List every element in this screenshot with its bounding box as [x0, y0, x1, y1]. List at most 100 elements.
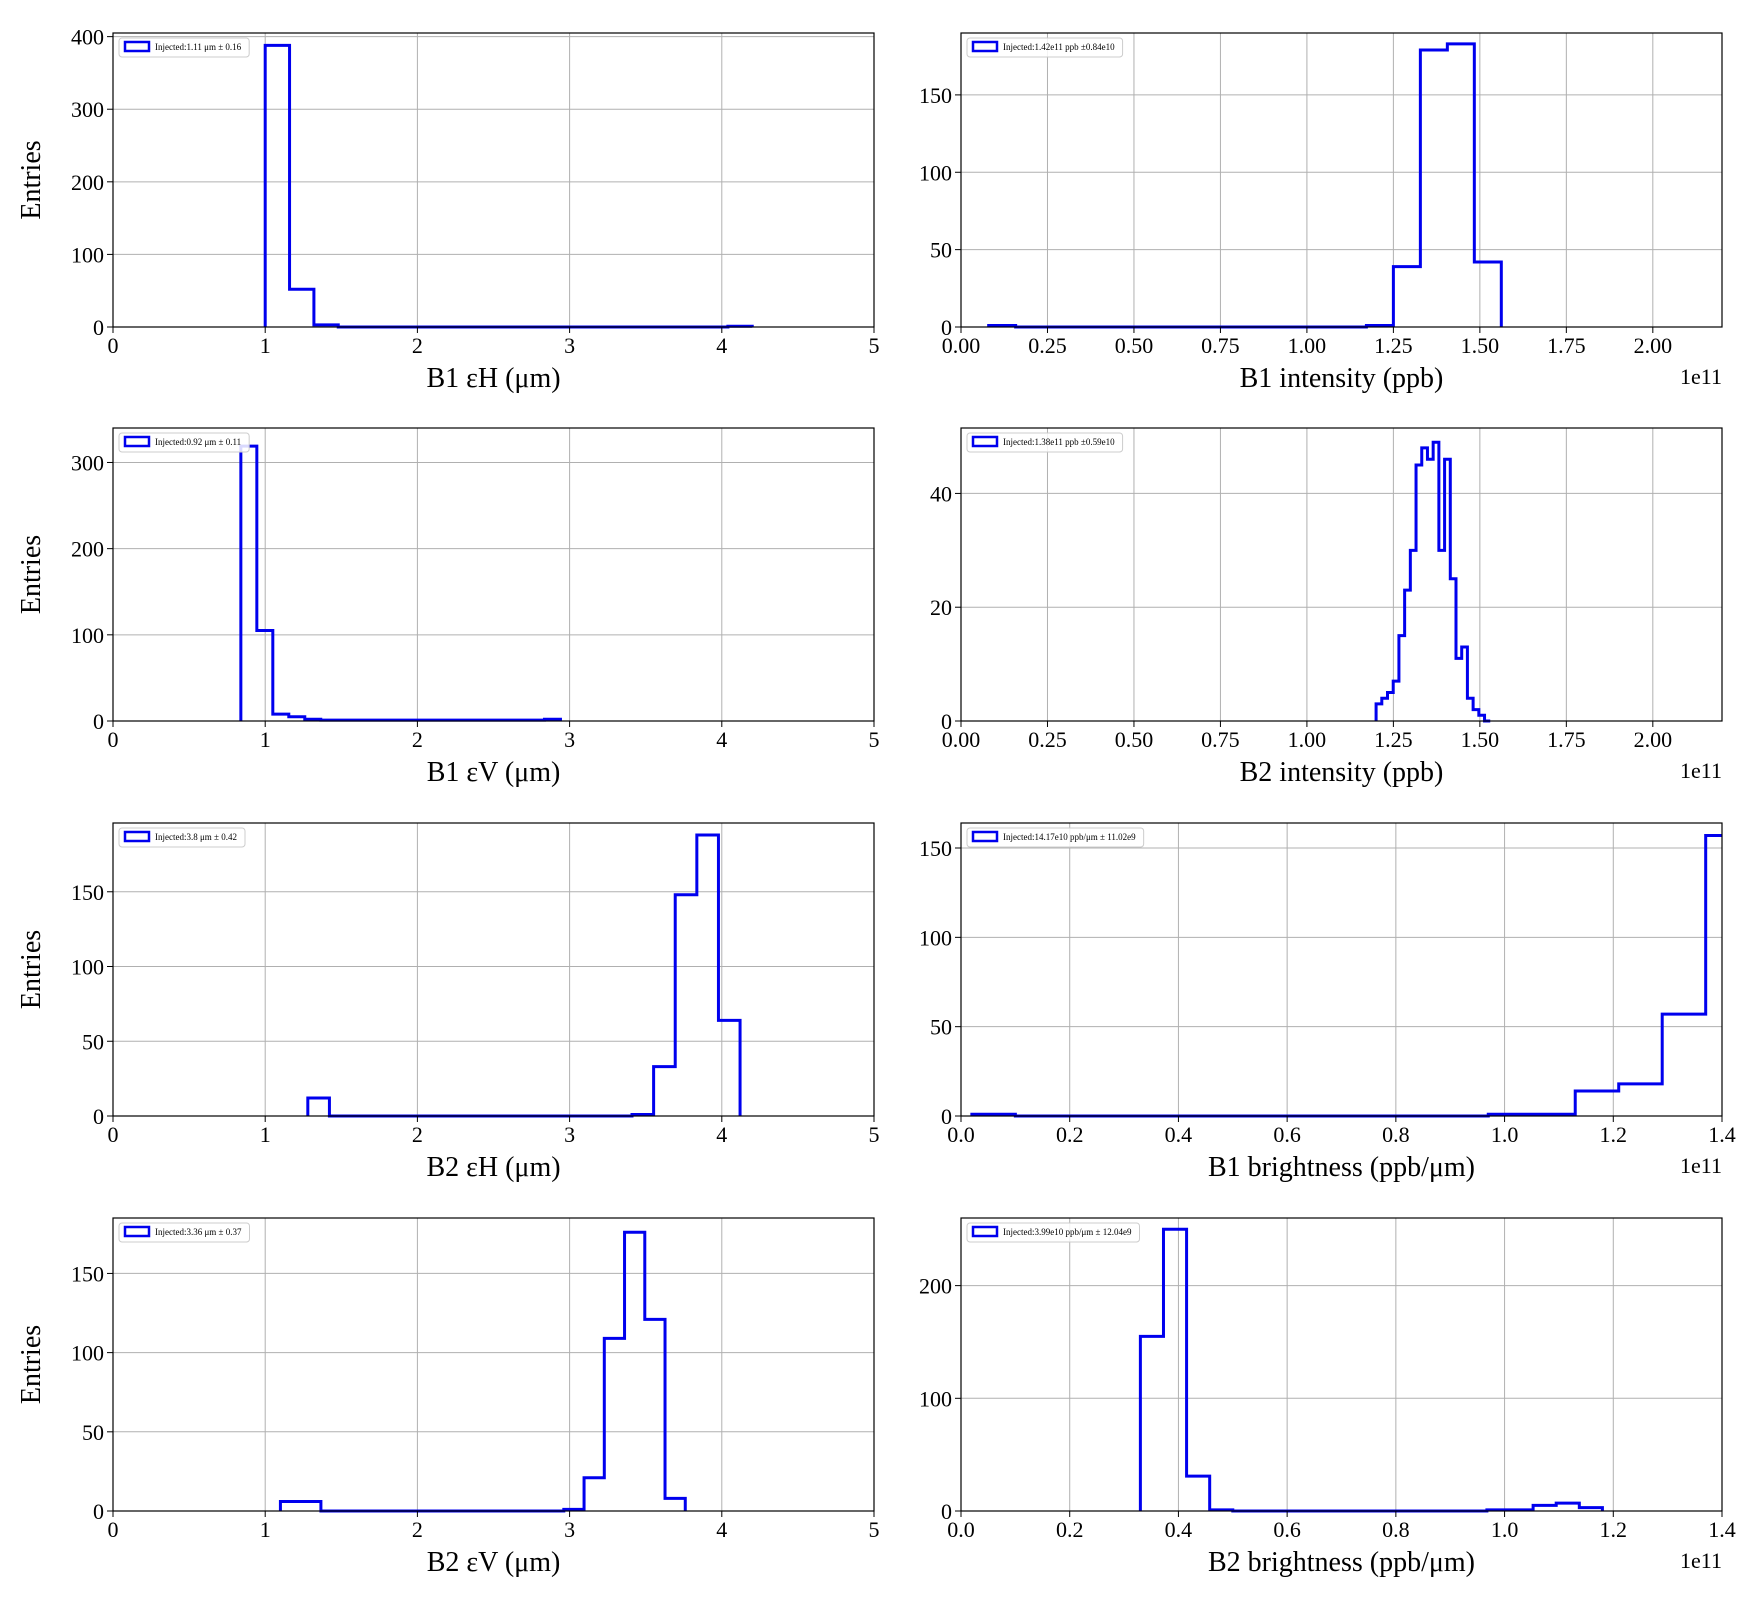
- legend-label: Injected:3.8 μm ± 0.42: [155, 832, 237, 842]
- x-tick-label: 4: [716, 1517, 727, 1542]
- legend: Injected:3.99e10 ppb/μm ± 12.04e9: [966, 1222, 1140, 1243]
- histogram-panel-1: 0 1 2 3 4 5 0 100 200 300 400 B1 εH (μm) Entries Inje…: [16, 25, 880, 394]
- x-tick-label: 5: [869, 727, 880, 752]
- x-tick-label: 0: [108, 1517, 119, 1542]
- histogram-series: [1138, 1227, 1604, 1513]
- x-axis-label: B2 εH (μm): [426, 1152, 560, 1183]
- x-tick-label: 0.6: [1273, 1122, 1301, 1147]
- axes-frame: [960, 32, 1723, 328]
- legend-swatch: [123, 435, 151, 448]
- x-offset-text: 1e11: [1680, 1153, 1722, 1178]
- y-axis-label: Entries: [16, 930, 47, 1009]
- histogram-series: [278, 1230, 687, 1513]
- y-tick-label: 0: [93, 709, 104, 734]
- x-tick-label: 3: [564, 333, 575, 358]
- axes-frame: [112, 1217, 875, 1512]
- x-tick-label: 0: [108, 1122, 119, 1147]
- y-tick-label: 300: [71, 450, 104, 475]
- axes-frame: [960, 1217, 1723, 1512]
- x-tick-label: 2: [412, 1517, 423, 1542]
- y-tick-label: 100: [71, 623, 104, 648]
- x-tick-label: 1.00: [1288, 727, 1327, 752]
- x-tick-label: 4: [716, 727, 727, 752]
- y-tick-label: 0: [93, 1499, 104, 1524]
- legend-label: Injected:0.92 μm ± 0.11: [155, 437, 241, 447]
- histogram-panel-8: 0.0 0.2 0.4 0.6 0.8 1.0 1.2 1.4 0 100 200 B2 bright…: [919, 1217, 1736, 1578]
- y-tick-label: 150: [71, 880, 104, 905]
- x-tick-label: 1: [260, 1517, 271, 1542]
- x-tick-label: 5: [869, 1517, 880, 1542]
- y-tick-label: 100: [71, 1341, 104, 1366]
- x-axis-label: B1 εH (μm): [426, 363, 560, 394]
- y-tick-label: 100: [919, 160, 952, 185]
- x-tick-label: 4: [716, 1122, 727, 1147]
- x-tick-label: 0.75: [1201, 727, 1240, 752]
- x-axis-label: B1 εV (μm): [427, 757, 561, 788]
- legend: Injected:0.92 μm ± 0.11: [118, 432, 250, 453]
- x-offset-text: 1e11: [1680, 758, 1722, 783]
- histogram-series: [1374, 440, 1491, 723]
- x-tick-label: 2: [412, 333, 423, 358]
- x-tick-label: 1.50: [1461, 333, 1500, 358]
- x-axis-label: B2 εV (μm): [427, 1547, 561, 1578]
- x-axis-label: B2 brightness (ppb/μm): [1208, 1547, 1475, 1578]
- y-tick-label: 50: [930, 238, 952, 263]
- legend-box: [966, 432, 1124, 453]
- y-tick-label: 0: [941, 709, 952, 734]
- y-tick-label: 50: [82, 1420, 104, 1445]
- y-tick-label: 20: [930, 595, 952, 620]
- x-tick-label: 0.50: [1115, 727, 1154, 752]
- legend-label: Injected:1.38e11 ppb ±0.59e10: [1003, 437, 1115, 447]
- x-tick-label: 1: [260, 1122, 271, 1147]
- legend: Injected:14.17e10 ppb/μm ± 11.02e9: [966, 827, 1145, 848]
- legend-swatch: [971, 40, 999, 53]
- x-axis-label: B1 brightness (ppb/μm): [1208, 1152, 1475, 1183]
- x-tick-label: 5: [869, 333, 880, 358]
- x-tick-label: 1: [260, 333, 271, 358]
- histogram-panel-2: 0.00 0.25 0.50 0.75 1.00 1.25 1.50 1.75 2.00 0 50 1…: [919, 32, 1723, 394]
- legend-swatch: [971, 435, 999, 448]
- y-tick-label: 0: [93, 315, 104, 340]
- x-offset-text: 1e11: [1680, 1548, 1722, 1573]
- x-tick-label: 3: [564, 727, 575, 752]
- axes-frame: [960, 427, 1723, 722]
- y-tick-label: 150: [919, 83, 952, 108]
- x-tick-label: 0.75: [1201, 333, 1240, 358]
- x-axis-label: B1 intensity (ppb): [1240, 363, 1444, 394]
- x-tick-label: 0.50: [1115, 333, 1154, 358]
- legend: Injected:1.11 μm ± 0.16: [118, 37, 250, 58]
- y-tick-label: 0: [941, 1104, 952, 1129]
- y-axis-label: Entries: [16, 1325, 47, 1404]
- x-tick-label: 1.0: [1491, 1122, 1519, 1147]
- x-tick-label: 0.6: [1273, 1517, 1301, 1542]
- legend-box: [118, 432, 250, 453]
- x-tick-label: 0.2: [1056, 1122, 1084, 1147]
- legend-swatch: [123, 40, 151, 53]
- x-tick-label: 0.0: [947, 1517, 975, 1542]
- histogram-panel-3: 0 1 2 3 4 5 0 100 200 300 B1 εV (μm) Entries Injecte…: [16, 427, 880, 788]
- y-tick-label: 50: [82, 1029, 104, 1054]
- x-tick-label: 1.50: [1461, 727, 1500, 752]
- x-tick-label: 4: [716, 333, 727, 358]
- axes-frame: [112, 822, 875, 1117]
- histogram-series: [239, 444, 562, 722]
- y-tick-label: 150: [919, 836, 952, 861]
- x-tick-label: 3: [564, 1517, 575, 1542]
- x-tick-label: 1.75: [1547, 727, 1586, 752]
- y-tick-label: 100: [919, 1386, 952, 1411]
- y-tick-label: 150: [71, 1261, 104, 1286]
- x-tick-label: 1.25: [1374, 727, 1413, 752]
- x-tick-label: 0.0: [947, 1122, 975, 1147]
- x-tick-label: 0.4: [1165, 1517, 1193, 1542]
- legend-box: [966, 827, 1145, 848]
- x-offset-text: 1e11: [1680, 364, 1722, 389]
- legend-box: [966, 37, 1124, 58]
- legend-label: Injected:3.36 μm ± 0.37: [155, 1227, 242, 1237]
- x-tick-label: 0.4: [1165, 1122, 1193, 1147]
- x-tick-label: 0: [108, 727, 119, 752]
- x-tick-label: 1.25: [1374, 333, 1413, 358]
- x-tick-label: 1.4: [1708, 1517, 1736, 1542]
- histogram-series: [970, 834, 1722, 1118]
- x-tick-label: 0: [108, 333, 119, 358]
- y-axis-label: Entries: [16, 535, 47, 614]
